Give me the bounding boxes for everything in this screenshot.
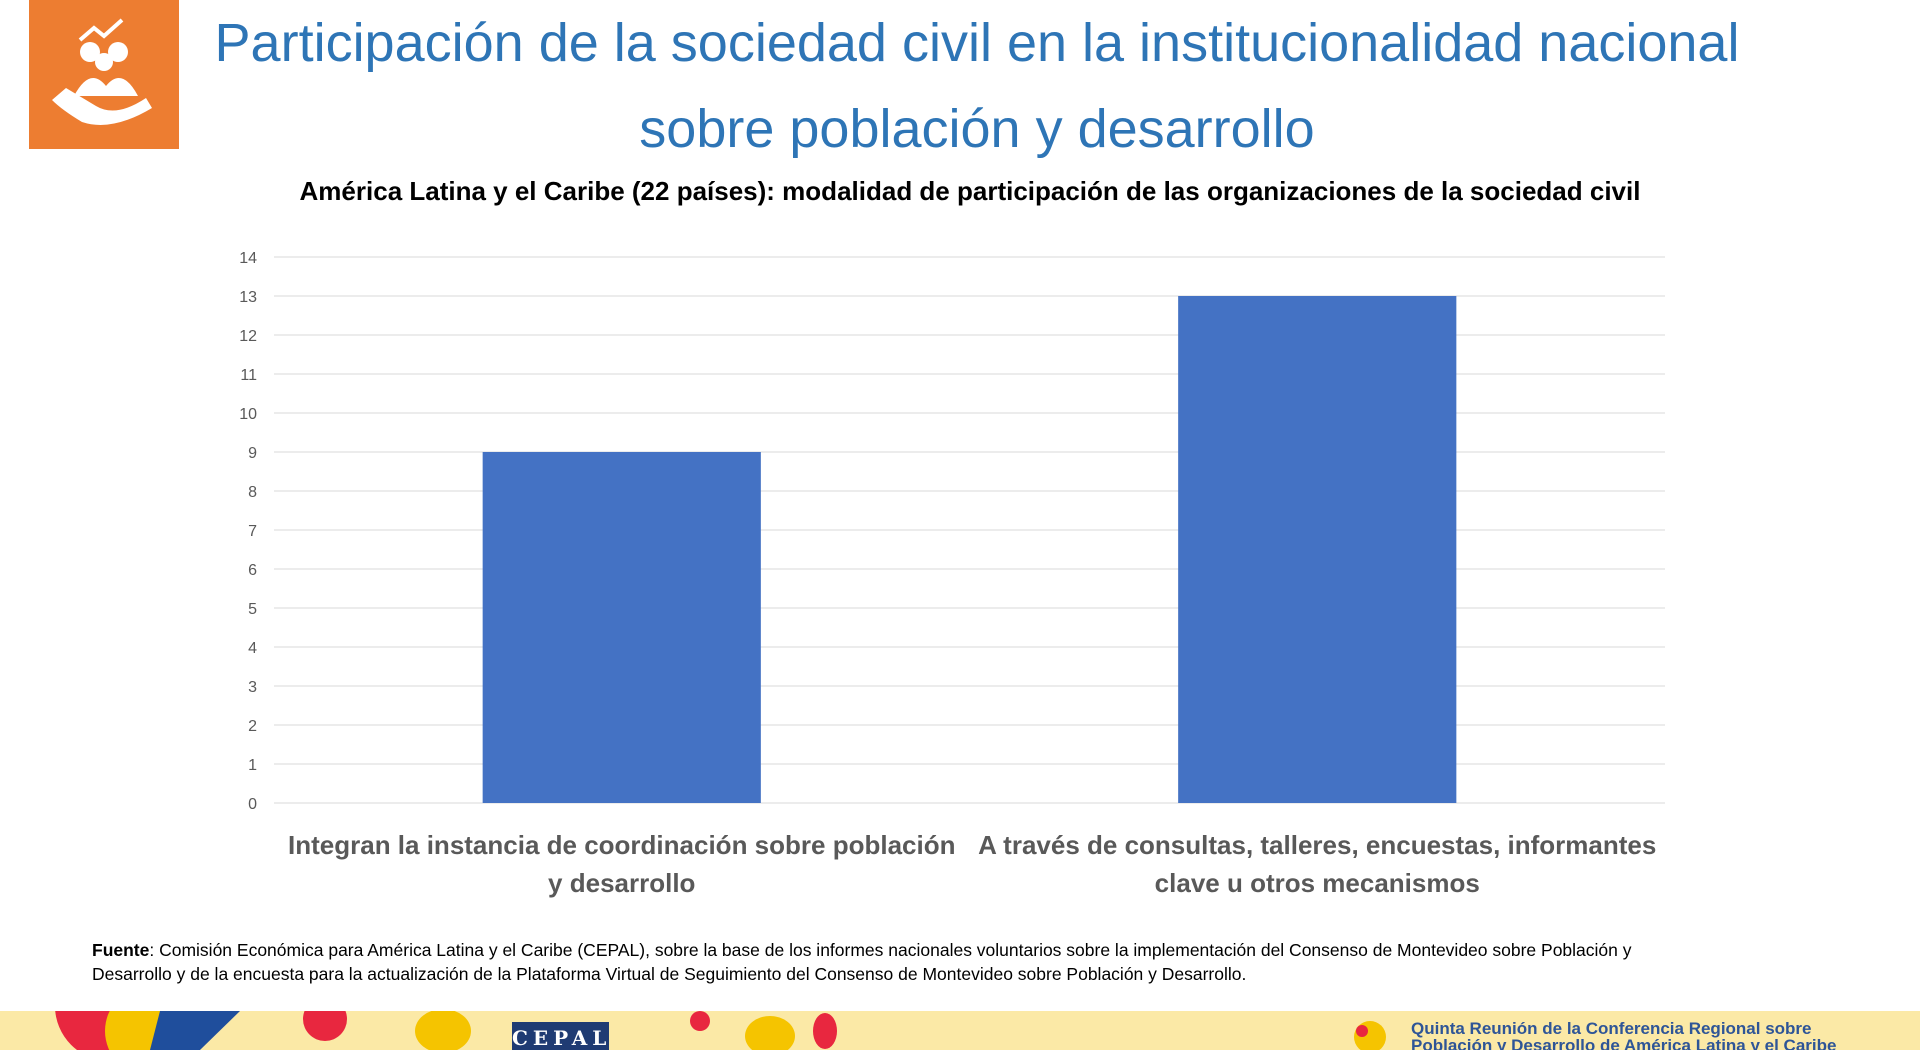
x-tick-label: Integran la instancia de coordinación so… (288, 830, 956, 898)
y-tick-label: 8 (248, 484, 257, 501)
y-tick-label: 3 (248, 679, 257, 696)
chart-subtitle: América Latina y el Caribe (22 países): … (299, 176, 1641, 206)
y-tick-label: 10 (239, 406, 257, 423)
y-tick-label: 1 (248, 757, 257, 774)
goal-icon (29, 0, 179, 149)
x-tick-label: A través de consultas, talleres, encuest… (978, 830, 1657, 898)
source-note: Fuente: Comisión Económica para América … (92, 938, 1712, 986)
bar (1178, 296, 1457, 803)
footer-decoration (55, 1011, 1386, 1050)
y-tick-label: 5 (248, 601, 257, 618)
footer-band (0, 1011, 1920, 1050)
y-tick-label: 6 (248, 562, 257, 579)
y-tick-label: 13 (239, 289, 257, 306)
source-label: Fuente (92, 940, 150, 960)
cepal-logo: CEPAL (512, 1022, 609, 1050)
source-text: : Comisión Económica para América Latina… (92, 940, 1632, 984)
slide-title: Participación de la sociedad civil en la… (214, 13, 1740, 159)
y-tick-label: 4 (248, 640, 257, 657)
y-tick-label: 0 (248, 796, 257, 813)
y-tick-label: 14 (239, 250, 257, 267)
y-tick-label: 12 (239, 328, 257, 345)
y-tick-label: 2 (248, 718, 257, 735)
y-tick-label: 11 (240, 367, 257, 384)
bar (482, 452, 761, 803)
goal-icon-glyph (52, 18, 152, 125)
y-tick-label: 9 (248, 445, 257, 462)
y-tick-label: 7 (248, 523, 257, 540)
conference-name: Quinta Reunión de la Conferencia Regiona… (1411, 1019, 1837, 1050)
